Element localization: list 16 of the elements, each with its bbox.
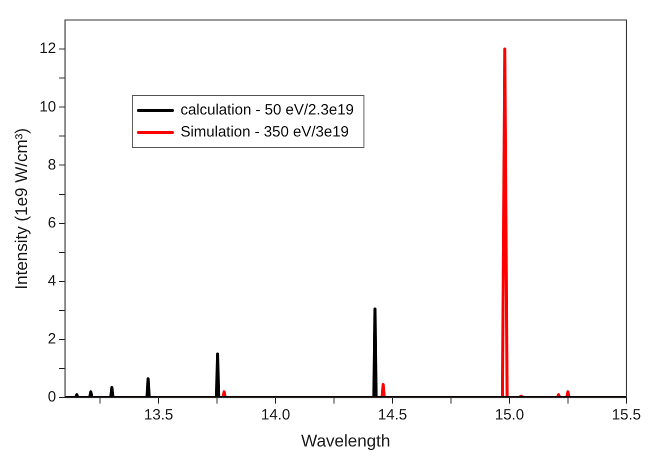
- x-tick-label: 13.5: [144, 406, 174, 424]
- legend-label: Simulation - 350 eV/3e19: [180, 124, 349, 141]
- legend-label: calculation - 50 eV/2.3e19: [180, 102, 354, 119]
- x-tick-label: 14.0: [260, 406, 290, 424]
- y-tick-label: 2: [48, 330, 56, 348]
- y-tick-label: 8: [48, 156, 56, 174]
- x-tick-label: 15.5: [612, 406, 642, 424]
- y-tick-label: 10: [39, 98, 56, 116]
- y-tick-label: 4: [48, 272, 56, 290]
- x-tick-label: 14.5: [378, 406, 408, 424]
- y-tick-label: 6: [48, 214, 56, 232]
- y-axis-title: Intensity (1e9 W/cm³): [12, 128, 31, 290]
- x-axis-title: Wavelength: [301, 431, 390, 450]
- x-tick-label: 15.0: [494, 406, 524, 424]
- y-tick-label: 12: [39, 40, 56, 58]
- y-tick-label: 0: [48, 388, 56, 406]
